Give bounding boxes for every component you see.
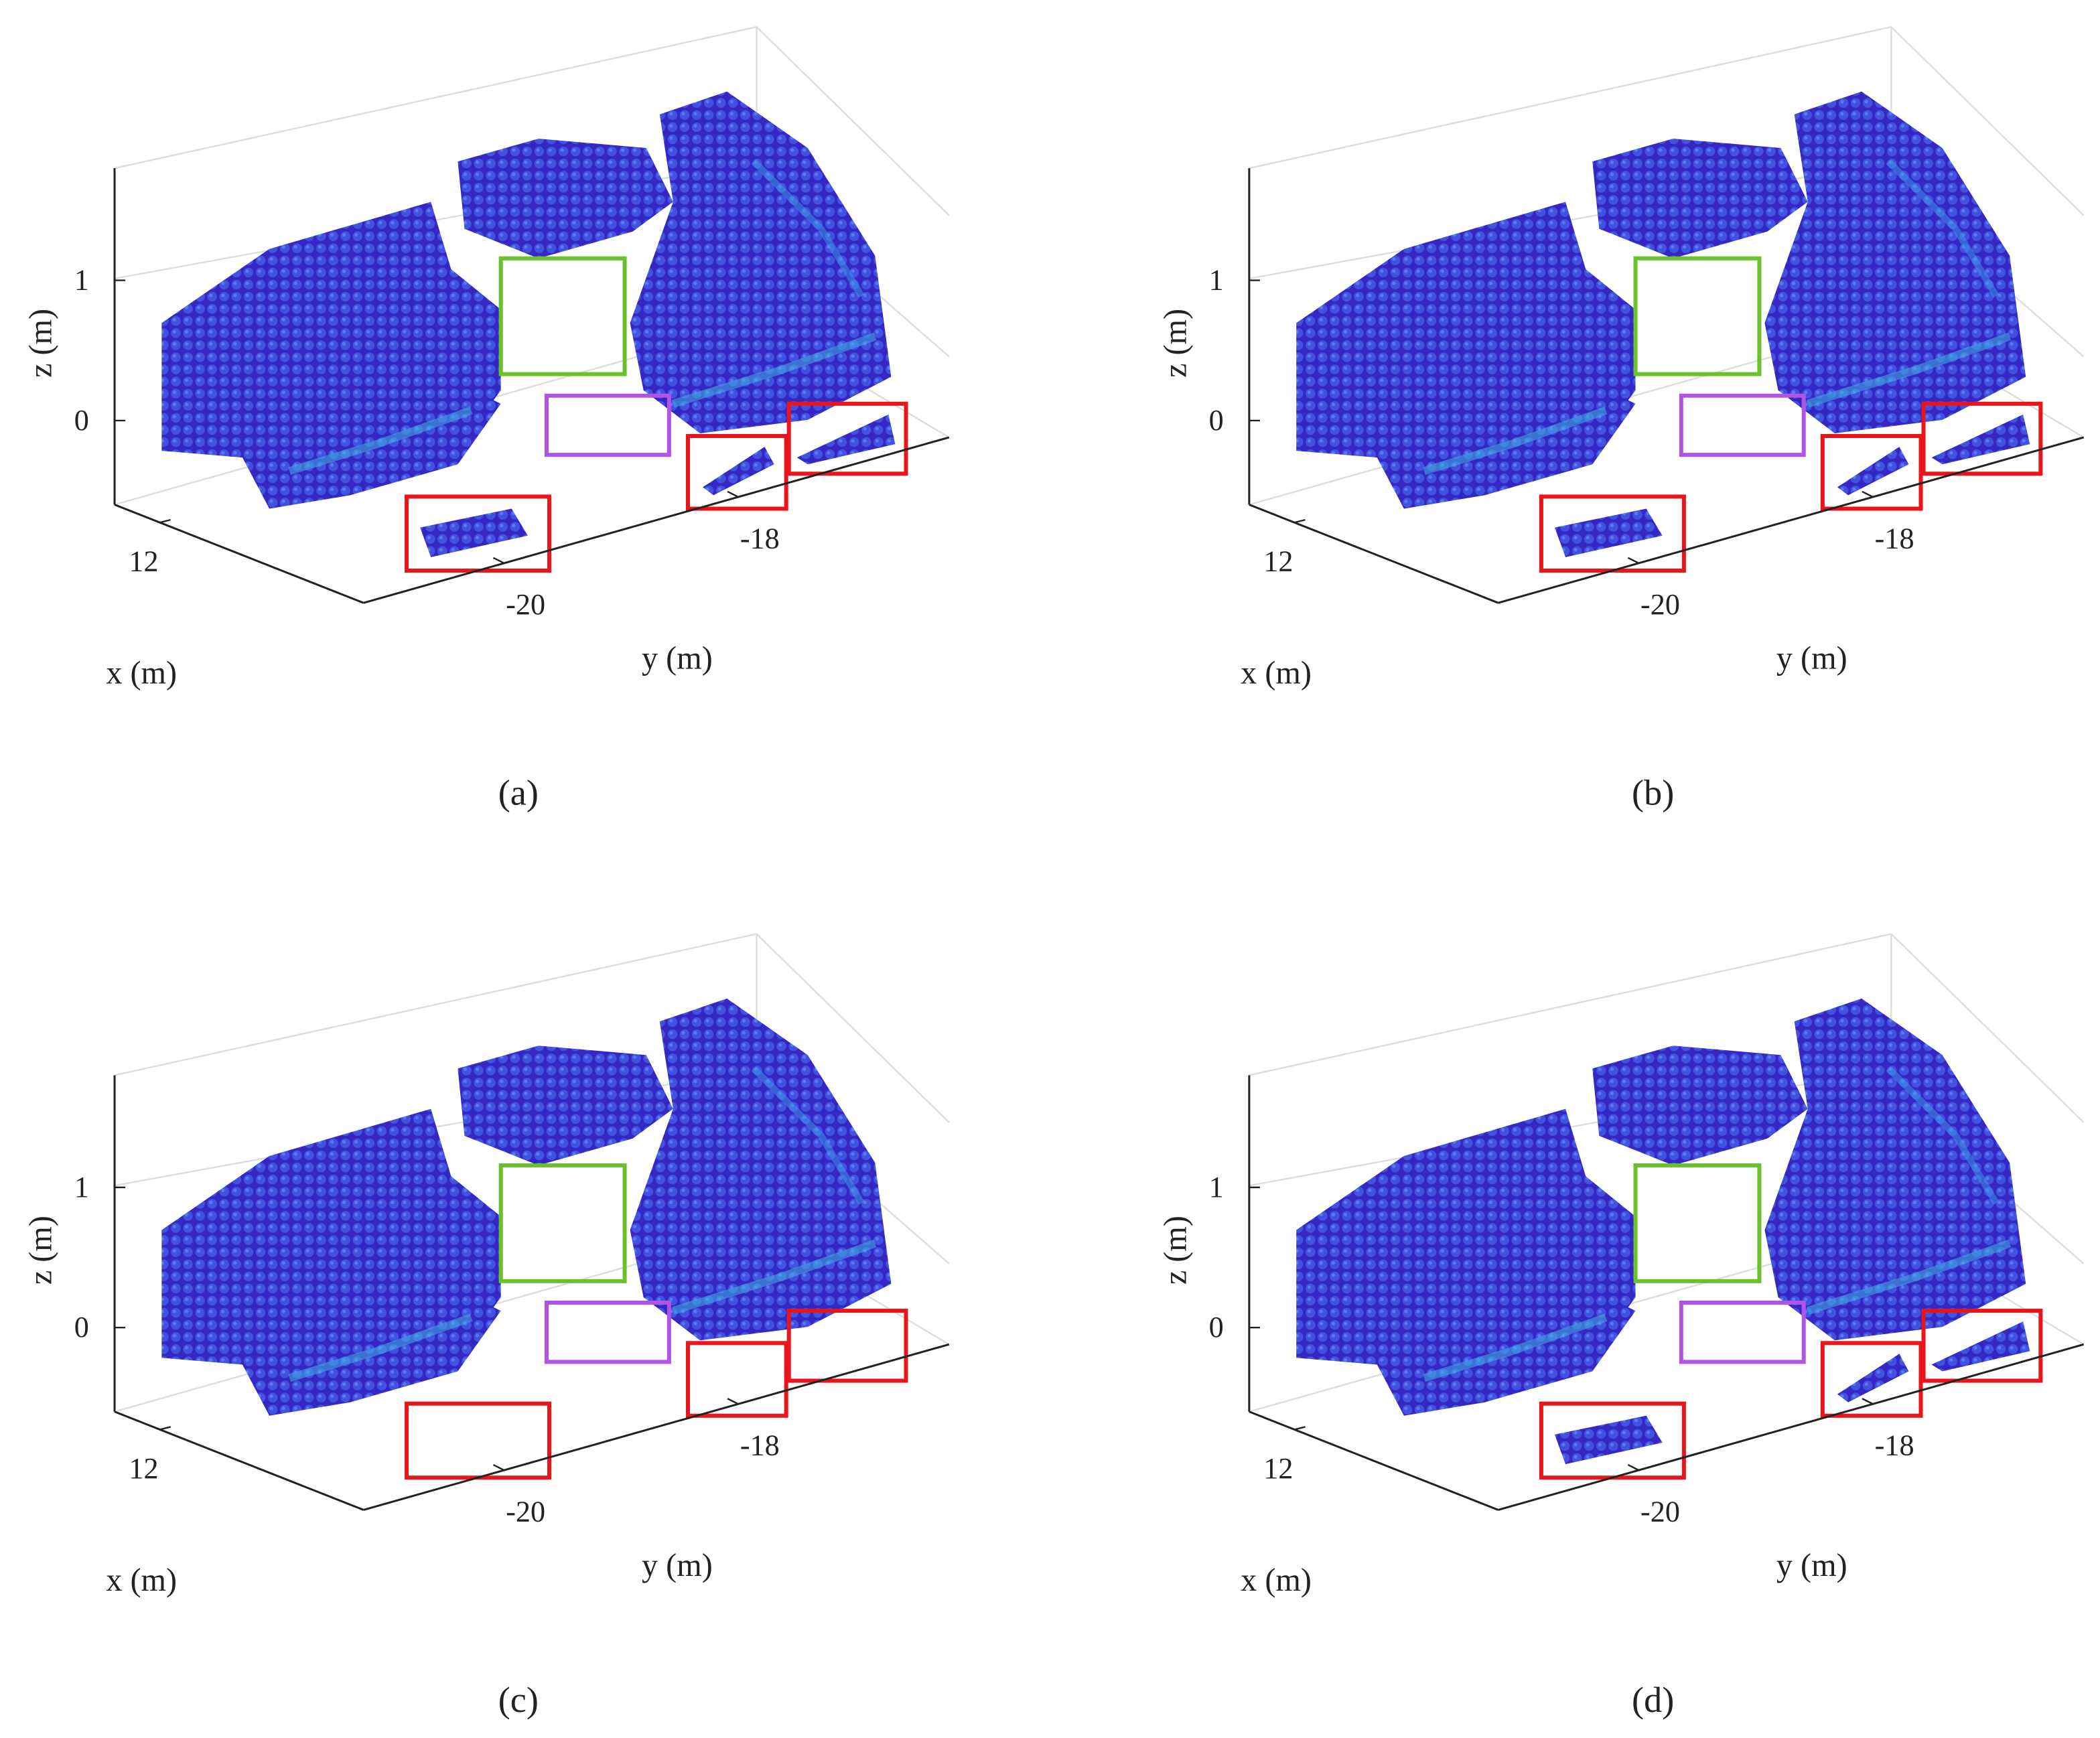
panel: 0 1 -20 -18 12 z (m) x (m) y (m) (a) (23, 25, 951, 813)
z-tick-label: 0 (1209, 1311, 1224, 1344)
y-tick (727, 490, 739, 498)
y-tick-label: -20 (1640, 588, 1680, 621)
point-cluster (420, 414, 896, 557)
y-tick (492, 557, 505, 564)
panel-caption: (a) (498, 773, 539, 813)
point-cloud (1296, 999, 2026, 1416)
z-axis-label: z (m) (1158, 309, 1193, 378)
z-tick-label: 1 (1209, 1171, 1224, 1204)
y-axis-label: y (m) (642, 641, 713, 676)
z-tick-label: 0 (1209, 404, 1224, 437)
y-axis-label: y (m) (1776, 1548, 1847, 1583)
y-tick (1862, 1398, 1874, 1405)
y-tick-label: -18 (740, 1429, 780, 1462)
y-axis (363, 436, 950, 604)
panel-caption: (d) (1632, 1680, 1674, 1720)
x-tick-label: 12 (129, 545, 158, 577)
point-cloud (161, 92, 891, 509)
x-axis-label: x (m) (106, 656, 177, 691)
z-axis-label: z (m) (23, 309, 59, 378)
x-tick-label: 12 (129, 1452, 158, 1485)
z-tick-label: 0 (74, 1311, 89, 1344)
panel: 0 1 -20 -18 12 z (m) x (m) y (m) (b) (1158, 25, 2085, 813)
y-tick-label: -18 (1875, 522, 1914, 555)
y-tick (727, 1398, 739, 1405)
y-tick (1627, 1464, 1639, 1471)
panel-caption: (c) (498, 1680, 539, 1720)
y-axis-label: y (m) (642, 1548, 713, 1583)
x-axis (114, 1410, 364, 1511)
y-axis (1498, 436, 2085, 604)
x-tick (1294, 1426, 1306, 1431)
y-tick-label: -20 (1640, 1495, 1680, 1528)
y-axis (1498, 1343, 2085, 1511)
x-axis-label: x (m) (1241, 656, 1312, 691)
z-tick-label: 1 (74, 1171, 89, 1204)
y-tick-label: -20 (506, 1495, 545, 1528)
point-cluster (1554, 414, 2030, 557)
y-tick-label: -18 (1875, 1429, 1914, 1462)
panel: 0 1 -20 -18 12 z (m) x (m) y (m) (d) (1158, 933, 2085, 1720)
x-axis-label: x (m) (106, 1563, 177, 1598)
z-axis-label: z (m) (23, 1216, 59, 1285)
y-tick (492, 1464, 505, 1471)
z-tick-label: 0 (74, 404, 89, 437)
point-cloud (1296, 92, 2026, 509)
panel-caption: (b) (1632, 773, 1674, 813)
panel: 0 1 -20 -18 12 z (m) x (m) y (m) (c) (23, 933, 951, 1720)
x-tick (159, 518, 171, 524)
z-axis-label: z (m) (1158, 1216, 1193, 1285)
z-tick-label: 1 (74, 264, 89, 297)
point-cluster (1554, 1321, 2030, 1465)
y-tick (1627, 557, 1639, 564)
x-tick (1294, 518, 1306, 524)
x-axis (114, 504, 364, 604)
y-tick-label: -18 (740, 522, 780, 555)
x-axis (1249, 504, 1499, 604)
y-tick (1862, 490, 1874, 498)
x-axis-label: x (m) (1241, 1563, 1312, 1598)
x-axis (1249, 1410, 1499, 1511)
z-tick-label: 1 (1209, 264, 1224, 297)
point-cloud (161, 999, 891, 1416)
y-axis (363, 1343, 950, 1511)
x-tick-label: 12 (1263, 1452, 1293, 1485)
y-tick-label: -20 (506, 588, 545, 621)
x-tick-label: 12 (1263, 545, 1293, 577)
y-axis-label: y (m) (1776, 641, 1847, 676)
x-tick (159, 1426, 171, 1431)
